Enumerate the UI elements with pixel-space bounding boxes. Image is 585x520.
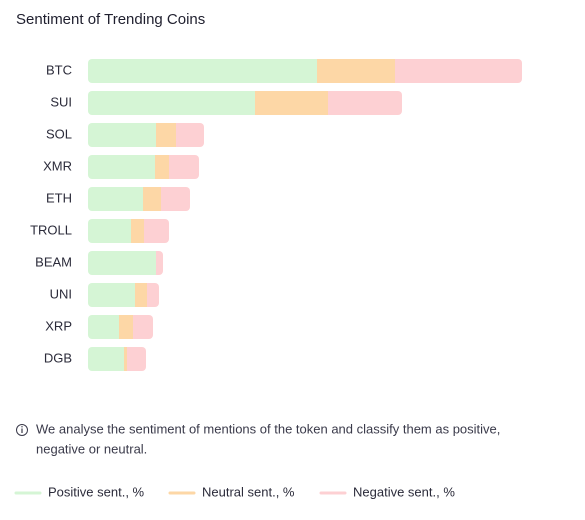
bar-segment (147, 283, 159, 307)
bar-segment (88, 347, 124, 371)
legend-label: Negative sent., % (353, 484, 455, 499)
bar-row (88, 283, 159, 307)
chart-title: Sentiment of Trending Coins (16, 11, 205, 28)
bar-segment (88, 155, 155, 179)
bar-segment (88, 251, 156, 275)
bar-segment (133, 315, 153, 339)
bar-row (88, 347, 146, 371)
bar-segment (88, 59, 317, 83)
info-icon (16, 424, 28, 436)
note-line: We analyse the sentiment of mentions of … (36, 421, 500, 436)
bar-segment (156, 123, 176, 147)
legend-label: Neutral sent., % (202, 484, 295, 499)
bar-segment (328, 91, 402, 115)
bar-segment (169, 155, 199, 179)
bar-segment (88, 219, 131, 243)
bar-segment (88, 123, 156, 147)
bar-row (88, 219, 169, 243)
y-tick-label: TROLL (30, 222, 72, 237)
bar-segment (395, 59, 522, 83)
bar-segment (144, 219, 169, 243)
bar-row (88, 91, 402, 115)
bar-segment (155, 155, 169, 179)
y-tick-label: BTC (46, 62, 72, 77)
bar-segment (161, 187, 190, 211)
note-line: negative or neutral. (36, 441, 147, 456)
bar-row (88, 123, 204, 147)
bar-segment (88, 315, 119, 339)
bar-segment (131, 219, 144, 243)
y-tick-label: XRP (45, 318, 72, 333)
bar-segment (143, 187, 161, 211)
bar-segment (176, 123, 204, 147)
bar-segment (124, 347, 127, 371)
bar-row (88, 315, 153, 339)
bar-row (88, 59, 522, 83)
bar-segment (317, 59, 395, 83)
y-tick-label: SUI (50, 94, 72, 109)
y-tick-label: ETH (46, 190, 72, 205)
bar-row (88, 155, 199, 179)
bar-segment (156, 251, 163, 275)
bar-segment (135, 283, 147, 307)
bar-segment (255, 91, 328, 115)
bar-row (88, 251, 163, 275)
y-tick-label: XMR (43, 158, 72, 173)
bar-row (88, 187, 190, 211)
legend-label: Positive sent., % (48, 484, 145, 499)
bar-segment (88, 91, 255, 115)
y-tick-label: SOL (46, 126, 72, 141)
bar-segment (88, 187, 143, 211)
y-tick-label: DGB (44, 350, 72, 365)
bar-segment (127, 347, 146, 371)
y-tick-label: UNI (50, 286, 72, 301)
bar-segment (88, 283, 135, 307)
y-tick-label: BEAM (35, 254, 72, 269)
bar-segment (119, 315, 133, 339)
